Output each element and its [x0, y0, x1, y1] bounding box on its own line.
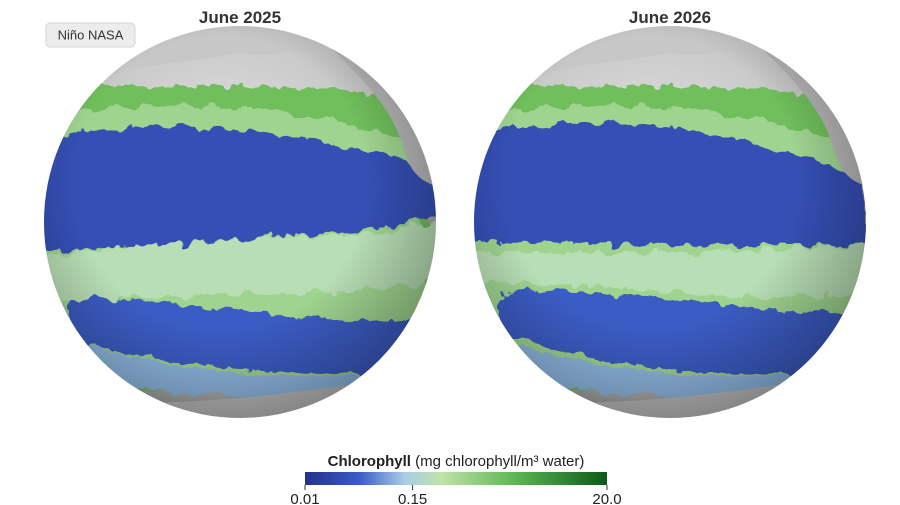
legend-units: (mg chlorophyll/m³ water): [415, 453, 584, 470]
colorbar: [305, 472, 607, 485]
legend-heading: Chlorophyll (mg chlorophyll/m³ water): [328, 453, 585, 470]
globe-surface: [44, 26, 436, 418]
colorbar-tick-label: 0.01: [290, 491, 319, 505]
colorbar-tick-label: 0.15: [398, 491, 427, 505]
globe: [474, 26, 866, 418]
sphere-shade: [44, 26, 436, 418]
map-title: June 2025: [199, 8, 281, 27]
header-button-label[interactable]: Niño NASA: [58, 28, 124, 43]
sphere-shade: [474, 26, 866, 418]
colorbar-tick-label: 20.0: [592, 491, 621, 505]
map-title: June 2026: [629, 8, 711, 27]
globe: [44, 26, 436, 418]
legend-title: Chlorophyll: [328, 453, 411, 470]
header-button[interactable]: [45, 22, 136, 48]
globe-surface: [474, 26, 866, 418]
